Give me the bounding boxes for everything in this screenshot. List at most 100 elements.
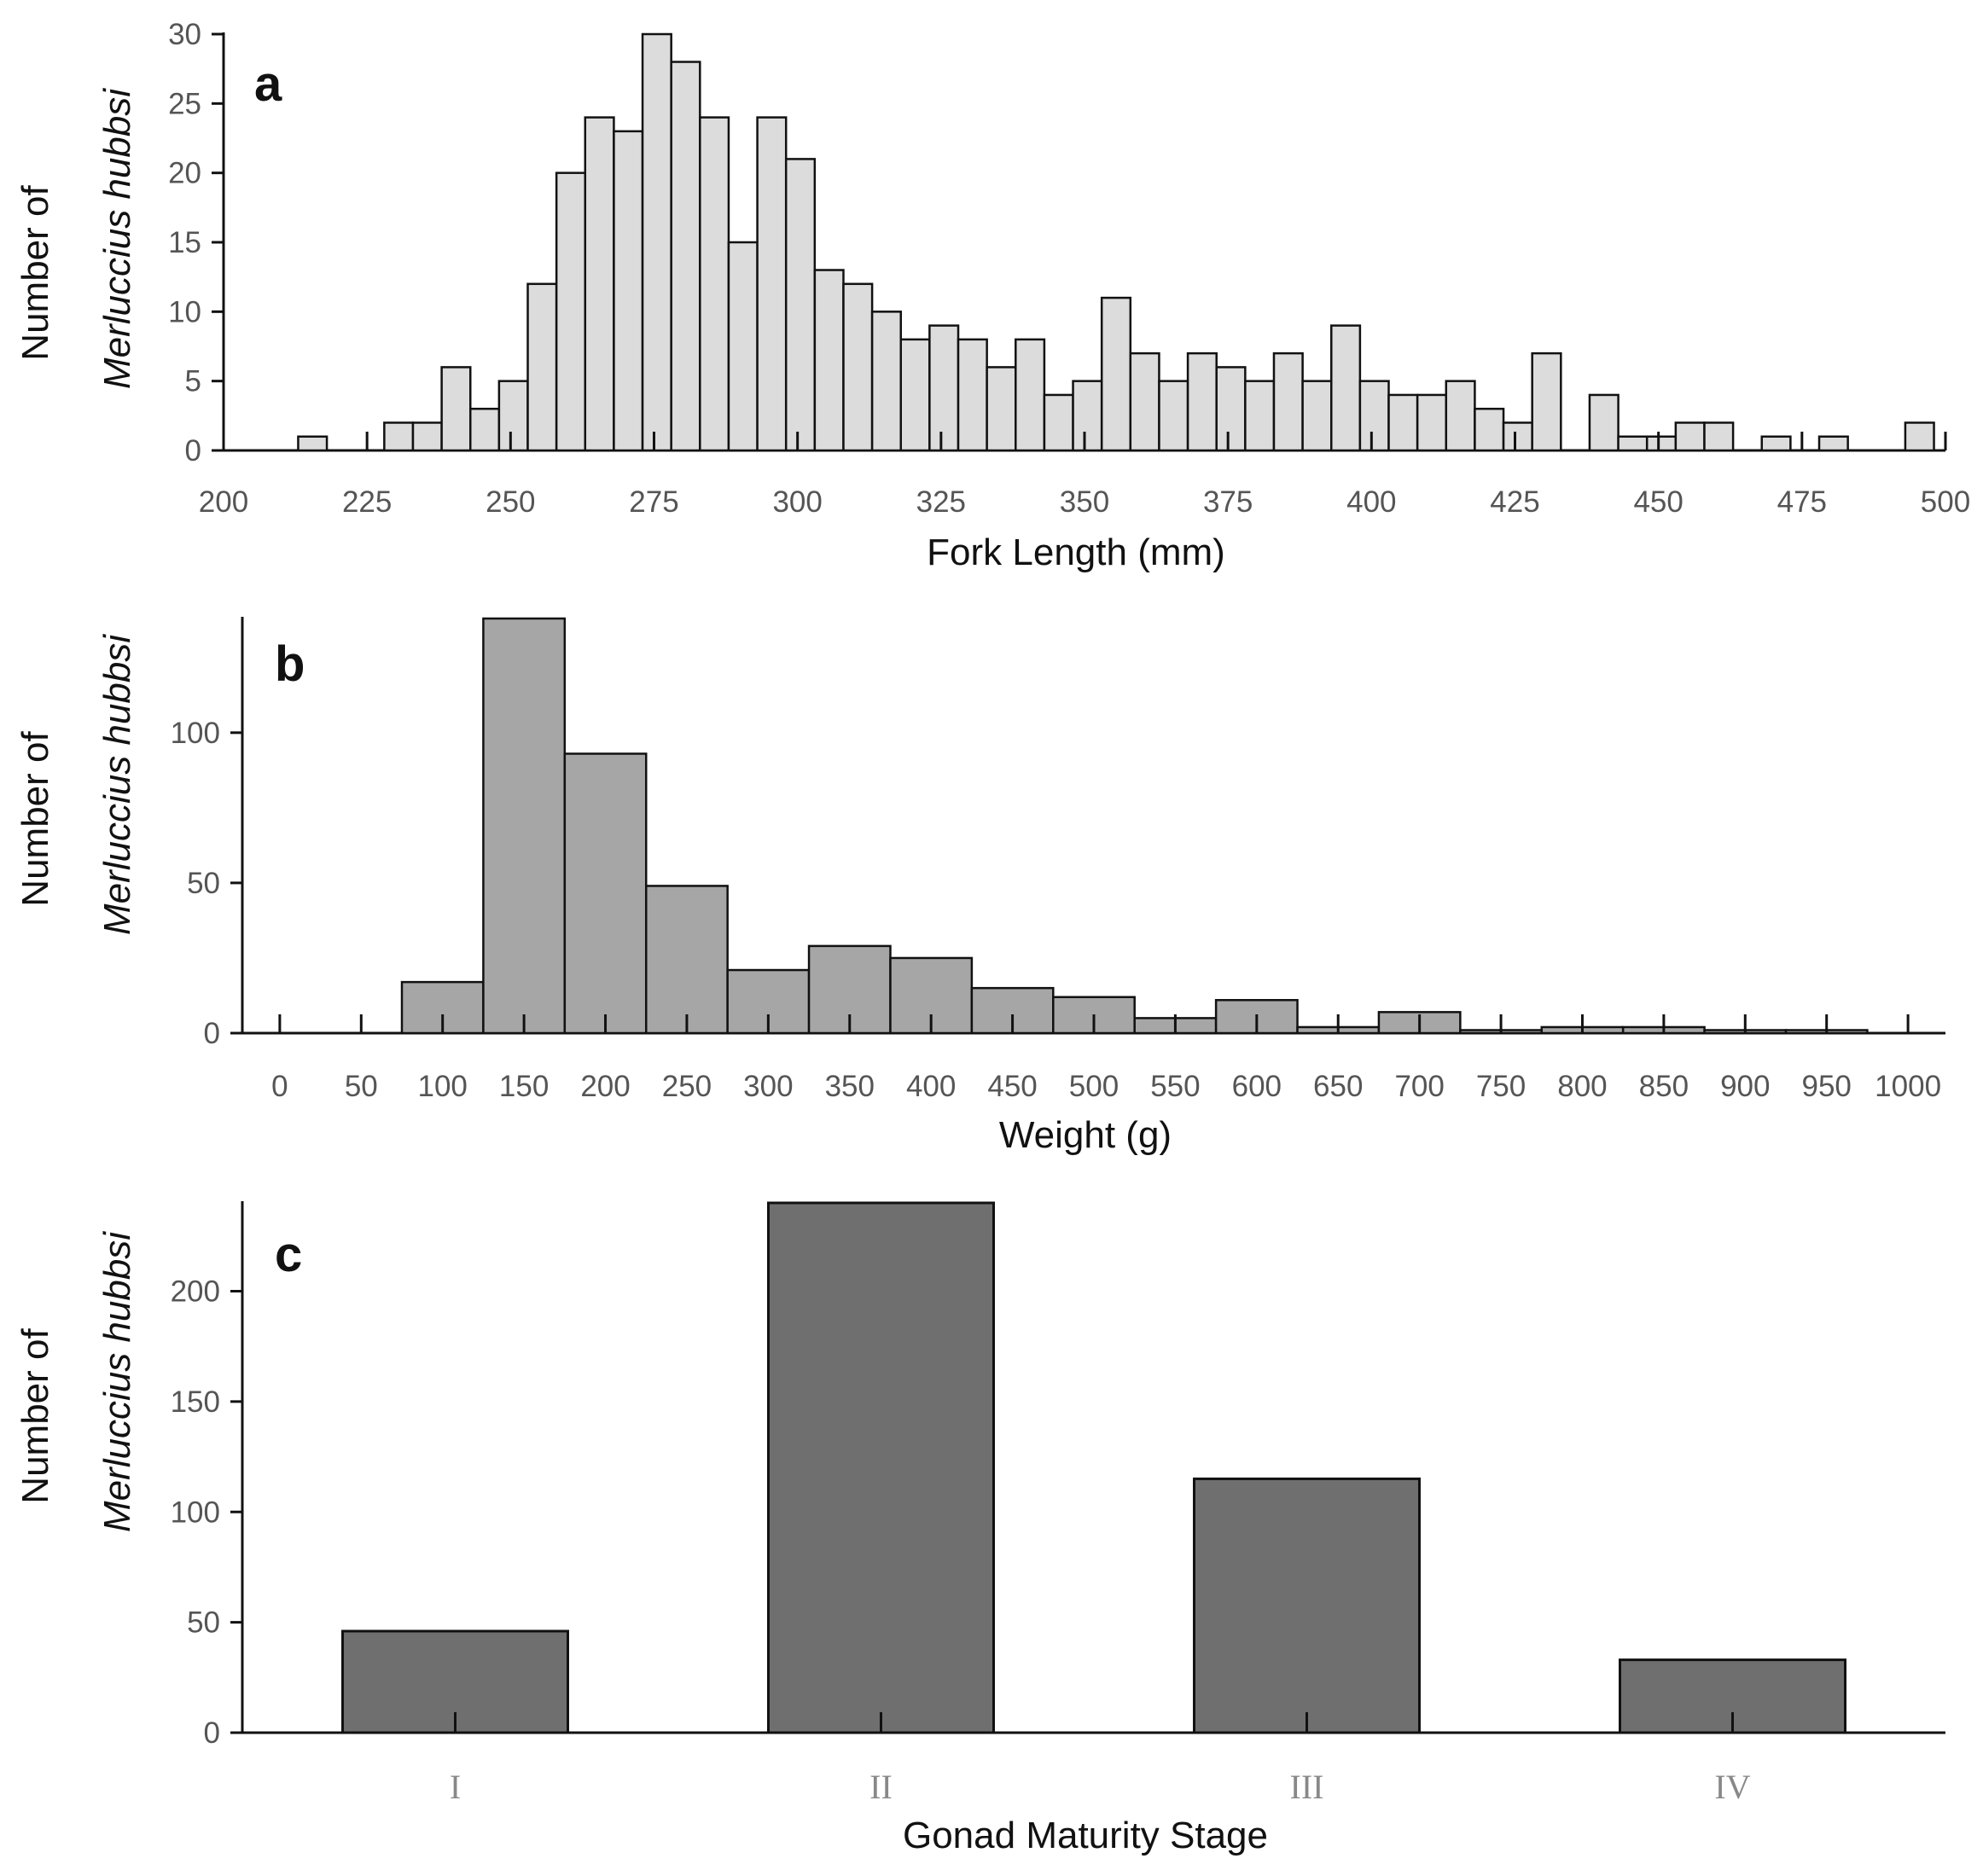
x-tick-label: 600 [1232, 1070, 1282, 1103]
histogram-bar [383, 421, 415, 452]
x-tick-label: 350 [1060, 485, 1109, 519]
x-tick-label: III [1290, 1768, 1324, 1806]
histogram-bar [1072, 380, 1103, 452]
x-tick-label: 1000 [1875, 1070, 1941, 1103]
histogram-bar [644, 885, 729, 1035]
y-tick-label: 15 [168, 226, 201, 259]
x-tick-label: 200 [199, 485, 248, 519]
x-tick-label: I [450, 1768, 461, 1806]
histogram-bar [813, 269, 845, 452]
histogram-bar [440, 366, 472, 452]
y-axis-title-line1: Number of [15, 185, 56, 361]
y-tick-label: 20 [168, 157, 201, 190]
x-tick-label: IV [1714, 1768, 1750, 1806]
histogram-bar [842, 282, 874, 452]
histogram-bar [297, 435, 329, 452]
histogram-bar [957, 338, 988, 452]
histogram-bar [1445, 380, 1476, 452]
histogram-bar [1215, 366, 1247, 452]
panel-a: 0 5 10 15 20 25 30 200 225 250 275 300 325 350 375 400 4… [15, 18, 1970, 573]
histogram-bar [870, 311, 902, 452]
histogram-bar [563, 752, 648, 1035]
y-axis-title-line2: Merluccius hubbsi [96, 1231, 138, 1532]
histogram-bar [613, 130, 644, 452]
x-tick-label: 425 [1490, 485, 1539, 519]
x-tick-label: 275 [629, 485, 678, 519]
x-tick-label: 250 [486, 485, 535, 519]
histogram-bar [584, 116, 615, 452]
histogram-bar [899, 338, 931, 452]
histogram-bar [1904, 421, 1935, 452]
histogram-bar [1358, 380, 1390, 452]
histogram-bar [1158, 380, 1189, 452]
histogram-bar [670, 61, 701, 452]
x-tick-label: 0 [271, 1070, 288, 1103]
histogram-bar [1129, 351, 1160, 452]
histogram-bar [482, 617, 567, 1035]
histogram-bar [1387, 393, 1419, 452]
histogram-bar [1502, 421, 1533, 452]
x-tick-label: 700 [1394, 1070, 1444, 1103]
histogram-bar [784, 158, 817, 452]
y-tick-label: 50 [187, 867, 220, 900]
x-tick-label: 300 [743, 1070, 793, 1103]
x-tick-label: 500 [1921, 485, 1970, 519]
histogram-bar [1244, 380, 1276, 452]
y-axis-title-line1: Number of [15, 1328, 56, 1504]
histogram-bar [555, 171, 587, 452]
histogram-bar [727, 241, 759, 452]
histogram-bar [411, 421, 443, 452]
histogram-bar [526, 282, 558, 452]
x-tick-label: 250 [662, 1070, 712, 1103]
histogram-bar [1817, 435, 1849, 452]
histogram-bar [1043, 393, 1074, 452]
histogram-bar [756, 116, 788, 452]
x-tick-label: 200 [580, 1070, 630, 1103]
x-tick-label: 325 [916, 485, 966, 519]
histogram-bar [1674, 421, 1706, 452]
x-tick-label: 450 [1633, 485, 1683, 519]
x-axis-title: Fork Length (mm) [927, 531, 1225, 573]
x-tick-label: 300 [772, 485, 822, 519]
x-axis-title: Gonad Maturity Stage [903, 1815, 1268, 1856]
y-tick-label: 0 [204, 1716, 220, 1750]
y-tick-label: 150 [171, 1385, 220, 1419]
histogram-bar [1531, 351, 1562, 452]
x-tick-label: 650 [1313, 1070, 1363, 1103]
x-tick-label: 550 [1150, 1070, 1200, 1103]
histogram-bar [1703, 421, 1735, 452]
histogram-bar [1272, 351, 1304, 452]
histogram-bar [1186, 351, 1218, 452]
y-tick-label: 25 [168, 87, 201, 120]
x-tick-label: 500 [1069, 1070, 1119, 1103]
y-axis-title-line2: Merluccius hubbsi [96, 634, 138, 935]
histogram-bar [1588, 393, 1620, 452]
x-axis-title: Weight (g) [999, 1114, 1172, 1156]
histogram-bar [1416, 393, 1448, 452]
y-tick-label: 0 [185, 434, 201, 468]
histogram-bar [1329, 324, 1362, 452]
x-tick-label: 950 [1801, 1070, 1851, 1103]
x-tick-label: 750 [1476, 1070, 1526, 1103]
y-tick-label: 5 [185, 365, 201, 398]
y-tick-label: 30 [168, 18, 201, 51]
histogram-bar [641, 32, 672, 452]
y-tick-label: 0 [204, 1017, 220, 1050]
x-tick-label: 225 [342, 485, 392, 519]
x-tick-label: 150 [499, 1070, 549, 1103]
x-tick-label: 375 [1203, 485, 1253, 519]
histogram-bar [699, 116, 730, 452]
y-tick-label: 100 [171, 717, 220, 750]
category-bar [767, 1201, 995, 1734]
y-tick-label: 100 [171, 1496, 220, 1529]
histogram-bar [928, 324, 960, 452]
panel-letter: b [275, 636, 305, 692]
x-tick-label: 400 [906, 1070, 956, 1103]
histogram-bar [986, 366, 1017, 452]
x-tick-label: 400 [1346, 485, 1396, 519]
y-tick-label: 10 [168, 295, 201, 328]
x-tick-label: 50 [345, 1070, 378, 1103]
x-tick-label: 850 [1639, 1070, 1689, 1103]
